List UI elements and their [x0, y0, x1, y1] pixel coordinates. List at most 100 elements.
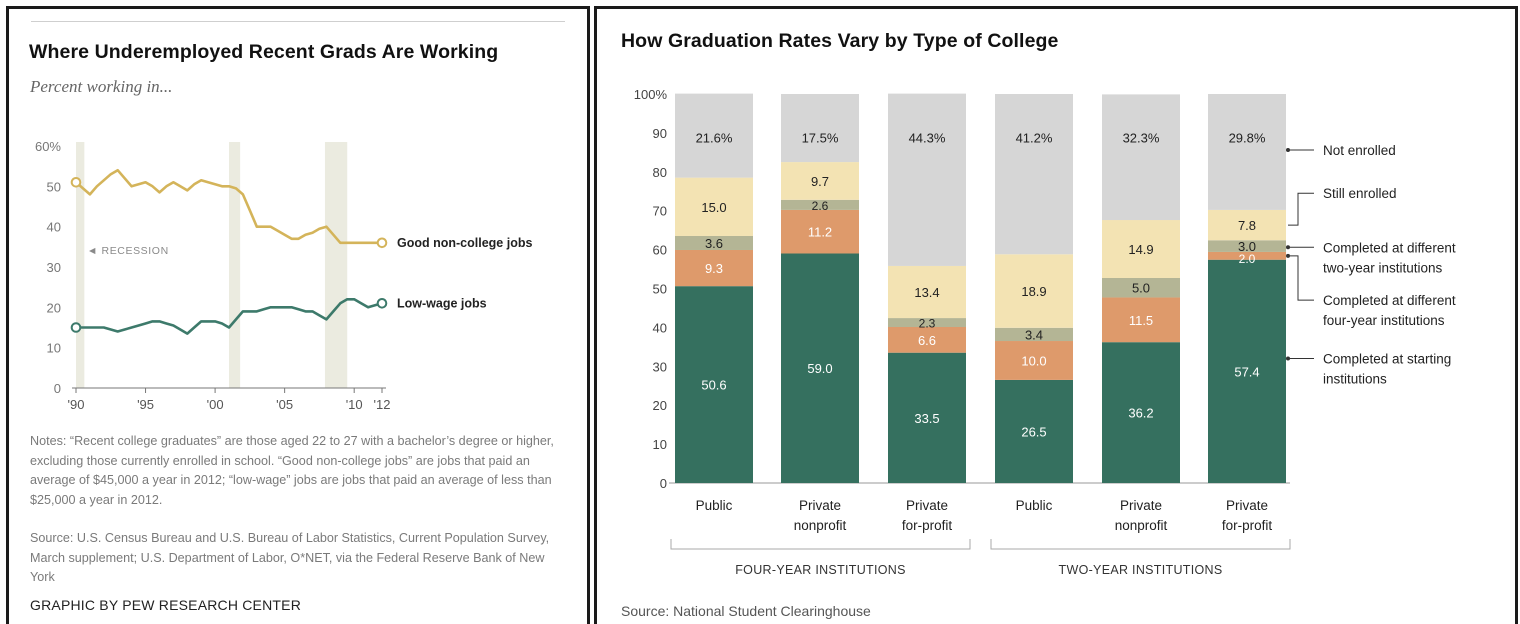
legend-label: two-year institutions: [1323, 260, 1443, 275]
bar-segment: [1102, 277, 1180, 298]
bar-segment: [675, 235, 753, 250]
left-chart-subtitle: Percent working in...: [30, 77, 173, 96]
data-label: 41.2%: [1016, 131, 1053, 146]
bar-segment: [675, 93, 753, 178]
category-label: Public: [1016, 498, 1053, 513]
data-label: 2.0: [1239, 252, 1256, 266]
category-label: Public: [696, 498, 733, 513]
right-chart-panel: How Graduation Rates Vary by Type of Col…: [594, 6, 1518, 624]
data-label: 10.0: [1021, 353, 1046, 368]
bar-segment: [1102, 297, 1180, 343]
bar-segment: [995, 341, 1073, 380]
series-end-point: [376, 237, 388, 249]
data-label: 6.6: [918, 333, 936, 348]
y-tick-label: 0: [660, 476, 667, 491]
data-label: 44.3%: [909, 131, 946, 146]
group-label: FOUR-YEAR INSTITUTIONS: [735, 563, 906, 577]
bar-segment: [888, 327, 966, 353]
data-label: 11.2: [808, 225, 832, 240]
data-label: 14.9: [1128, 242, 1153, 257]
x-tick-label: '95: [137, 397, 154, 412]
y-tick-label: 20: [47, 300, 61, 315]
data-label: 11.5: [1129, 313, 1153, 328]
bar-segment: [781, 199, 859, 210]
y-tick-label: 60: [653, 243, 667, 258]
bar-segment: [995, 254, 1073, 328]
category-label: for-profit: [1222, 518, 1273, 533]
legend-dot: [1286, 245, 1290, 250]
y-tick-label: 90: [653, 126, 667, 141]
series-label: Low-wage jobs: [397, 296, 487, 310]
x-tick-label: '05: [276, 397, 293, 412]
left-chart-title: Where Underemployed Recent Grads Are Wor…: [29, 41, 499, 63]
y-tick-label: 40: [653, 320, 667, 335]
y-tick-label: 50: [47, 179, 61, 194]
category-label: nonprofit: [1115, 518, 1168, 533]
group-bracket: [990, 539, 1291, 550]
series-start-point: [70, 322, 82, 333]
bar-segment: [888, 93, 966, 266]
bar-segment: [1208, 259, 1286, 483]
x-tick-label: '10: [346, 397, 363, 412]
bar-segment: [888, 352, 966, 483]
data-label: 2.6: [812, 199, 829, 213]
legend-dot: [1286, 356, 1290, 361]
bar-segment: [995, 379, 1073, 483]
y-tick-label: 10: [653, 437, 667, 452]
right-chart-title: How Graduation Rates Vary by Type of Col…: [621, 30, 1059, 52]
y-tick-label: 70: [653, 204, 667, 219]
left-chart-panel: Where Underemployed Recent Grads Are Wor…: [6, 6, 590, 624]
right-source: Source: National Student Clearinghouse: [621, 603, 871, 619]
bar-segment: [888, 318, 966, 328]
y-tick-label: 100%: [634, 87, 668, 102]
divider: [31, 21, 565, 22]
bar-segment: [995, 327, 1073, 342]
y-tick-label: 50: [653, 282, 667, 297]
bar-segment: [995, 94, 1073, 255]
series-line: [76, 298, 383, 335]
category-label: Private: [906, 498, 948, 513]
bar-segment: [1208, 240, 1286, 252]
bar-segment: [1208, 94, 1286, 210]
recession-band: [76, 142, 85, 388]
data-label: 7.8: [1238, 218, 1256, 233]
legend-label: institutions: [1323, 372, 1387, 387]
left-source: Source: U.S. Census Bureau and U.S. Bure…: [30, 531, 550, 584]
data-label: 33.5: [914, 411, 939, 426]
data-label: 59.0: [807, 361, 832, 376]
y-tick-label: 40: [47, 220, 61, 235]
y-tick-label: 10: [47, 341, 61, 356]
series-line: [75, 168, 382, 245]
category-label: Private: [799, 498, 841, 513]
legend-dot: [1286, 148, 1290, 153]
legend-label: four-year institutions: [1323, 313, 1445, 328]
data-label: 32.3%: [1123, 131, 1160, 146]
legend-leader: [1288, 255, 1314, 301]
group-label: TWO-YEAR INSTITUTIONS: [1059, 563, 1223, 577]
recession-band: [229, 142, 241, 388]
series-label: Good non-college jobs: [397, 236, 532, 250]
data-label: 9.3: [705, 261, 723, 276]
group-bracket: [670, 539, 971, 550]
bar-segment: [888, 265, 966, 319]
data-label: 29.8%: [1229, 131, 1266, 146]
bar-segment: [781, 209, 859, 254]
data-label: 9.7: [811, 174, 829, 189]
series-start-point: [70, 177, 82, 188]
data-label: 18.9: [1021, 284, 1046, 299]
y-tick-label: 30: [47, 260, 61, 275]
y-tick-label: 30: [653, 359, 667, 374]
y-tick-label: 0: [54, 381, 61, 396]
category-label: Private: [1226, 498, 1268, 513]
bar-segment: [1208, 209, 1286, 241]
recession-label: ◄ RECESSION: [87, 245, 169, 257]
data-label: 2.3: [919, 317, 936, 331]
category-label: nonprofit: [794, 518, 847, 533]
left-notes: Notes: “Recent college graduates” are th…: [30, 434, 554, 507]
data-label: 3.6: [705, 236, 723, 251]
y-tick-label: 20: [653, 398, 667, 413]
data-label: 50.6: [701, 378, 726, 393]
data-label: 15.0: [701, 200, 726, 215]
data-label: 57.4: [1234, 364, 1259, 379]
legend-label: Not enrolled: [1323, 143, 1396, 158]
